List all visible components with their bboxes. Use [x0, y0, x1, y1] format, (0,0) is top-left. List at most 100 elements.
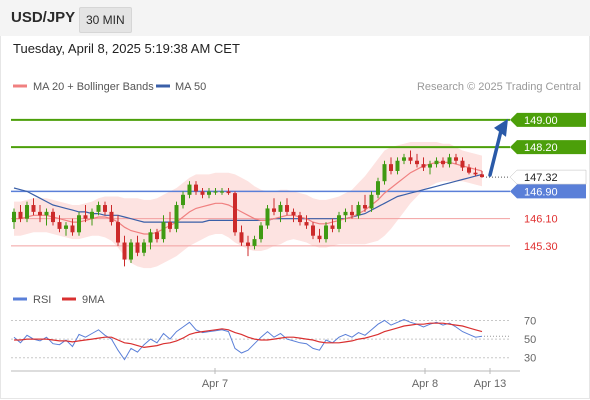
- candle: [135, 235, 140, 257]
- candle-body: [298, 215, 302, 223]
- candle: [12, 208, 16, 229]
- candle-body: [226, 191, 231, 194]
- candle: [174, 201, 179, 233]
- candle: [31, 198, 36, 216]
- candle: [122, 235, 127, 267]
- candle-body: [356, 205, 361, 216]
- candle: [434, 157, 439, 168]
- candle: [259, 222, 263, 243]
- candle-body: [246, 242, 250, 246]
- candle-body: [337, 215, 341, 229]
- candle-body: [259, 225, 263, 240]
- x-tick-label: Apr 13: [474, 378, 506, 390]
- ma20-legend-label: MA 20 + Bollinger Bands: [33, 81, 154, 93]
- candle-body: [343, 211, 348, 216]
- candle: [155, 228, 159, 243]
- candle-body: [402, 157, 406, 161]
- candle: [83, 205, 88, 223]
- candle-body: [428, 164, 432, 168]
- candle: [376, 177, 380, 199]
- candle-body: [135, 242, 140, 253]
- candle-body: [44, 211, 49, 216]
- time-axis: Apr 7 Apr 8 Apr 13: [11, 368, 520, 390]
- candle: [408, 150, 413, 165]
- candle-body: [252, 239, 257, 246]
- candle-body: [278, 205, 283, 212]
- candle: [317, 228, 322, 243]
- candle: [57, 215, 62, 233]
- candle-body: [18, 211, 23, 219]
- candle-body: [382, 164, 387, 182]
- candle: [213, 188, 218, 195]
- candle-body: [317, 235, 322, 240]
- candle: [337, 211, 341, 233]
- candle-body: [220, 191, 224, 193]
- candle: [252, 235, 257, 250]
- candle: [51, 208, 55, 226]
- candle-body: [57, 222, 62, 229]
- candle: [460, 157, 465, 171]
- candle: [44, 208, 49, 226]
- candle-body: [213, 191, 218, 193]
- bollinger-band: [14, 142, 482, 269]
- candle: [129, 239, 133, 263]
- candle: [473, 167, 478, 177]
- candle: [324, 222, 328, 243]
- candle: [64, 222, 68, 236]
- rsi-tick-label: 70: [524, 315, 536, 327]
- x-tick-label: Apr 8: [412, 378, 438, 390]
- candle-body: [155, 232, 159, 240]
- interval-button[interactable]: 30 MIN: [79, 7, 132, 33]
- level-label: 146.10: [524, 214, 558, 226]
- candle: [38, 205, 42, 223]
- candle-body: [369, 194, 374, 209]
- candle: [402, 153, 406, 165]
- candle-body: [90, 211, 94, 219]
- candle-body: [395, 160, 400, 171]
- candle-body: [480, 174, 484, 178]
- candle-body: [148, 232, 153, 243]
- candle-body: [350, 211, 354, 216]
- candle: [233, 191, 237, 236]
- candle-body: [200, 191, 205, 195]
- level-badge: [510, 140, 586, 155]
- candle: [96, 201, 101, 216]
- candle: [421, 157, 426, 171]
- candle-body: [330, 225, 335, 229]
- candle-body: [434, 160, 439, 165]
- candle-body: [38, 211, 42, 216]
- candle-body: [454, 157, 458, 161]
- candle: [194, 181, 198, 195]
- candle-body: [441, 160, 445, 165]
- candle: [207, 188, 211, 199]
- candle: [330, 218, 335, 233]
- candle: [389, 157, 393, 175]
- candle: [428, 160, 432, 175]
- forecast-arrow-head: [494, 118, 508, 137]
- candle-body: [64, 225, 68, 229]
- rsi-panel: 70 50 30: [11, 315, 536, 365]
- candle-body: [194, 184, 198, 192]
- candle: [161, 215, 166, 243]
- candle-body: [116, 222, 120, 243]
- price-panel: 149.00 148.20 147.32 146.90 146.10 145.30: [11, 112, 587, 269]
- level-label: 145.30: [524, 241, 558, 253]
- candle-body: [265, 208, 270, 226]
- candle: [239, 225, 244, 246]
- candle-body: [83, 215, 88, 219]
- current-price-badge: [509, 169, 587, 185]
- candle-body: [233, 193, 237, 233]
- candle: [291, 208, 296, 223]
- candle: [382, 160, 387, 185]
- candle: [142, 239, 146, 257]
- candle-body: [460, 160, 465, 168]
- candle-body: [304, 222, 309, 226]
- candle: [168, 211, 172, 233]
- candle: [272, 198, 276, 216]
- rsi-tick-label: 30: [524, 353, 536, 365]
- candle-body: [324, 225, 328, 240]
- ma9-legend-label: 9MA: [82, 294, 105, 306]
- candle-body: [25, 205, 29, 219]
- forecast-arrow: [488, 129, 503, 177]
